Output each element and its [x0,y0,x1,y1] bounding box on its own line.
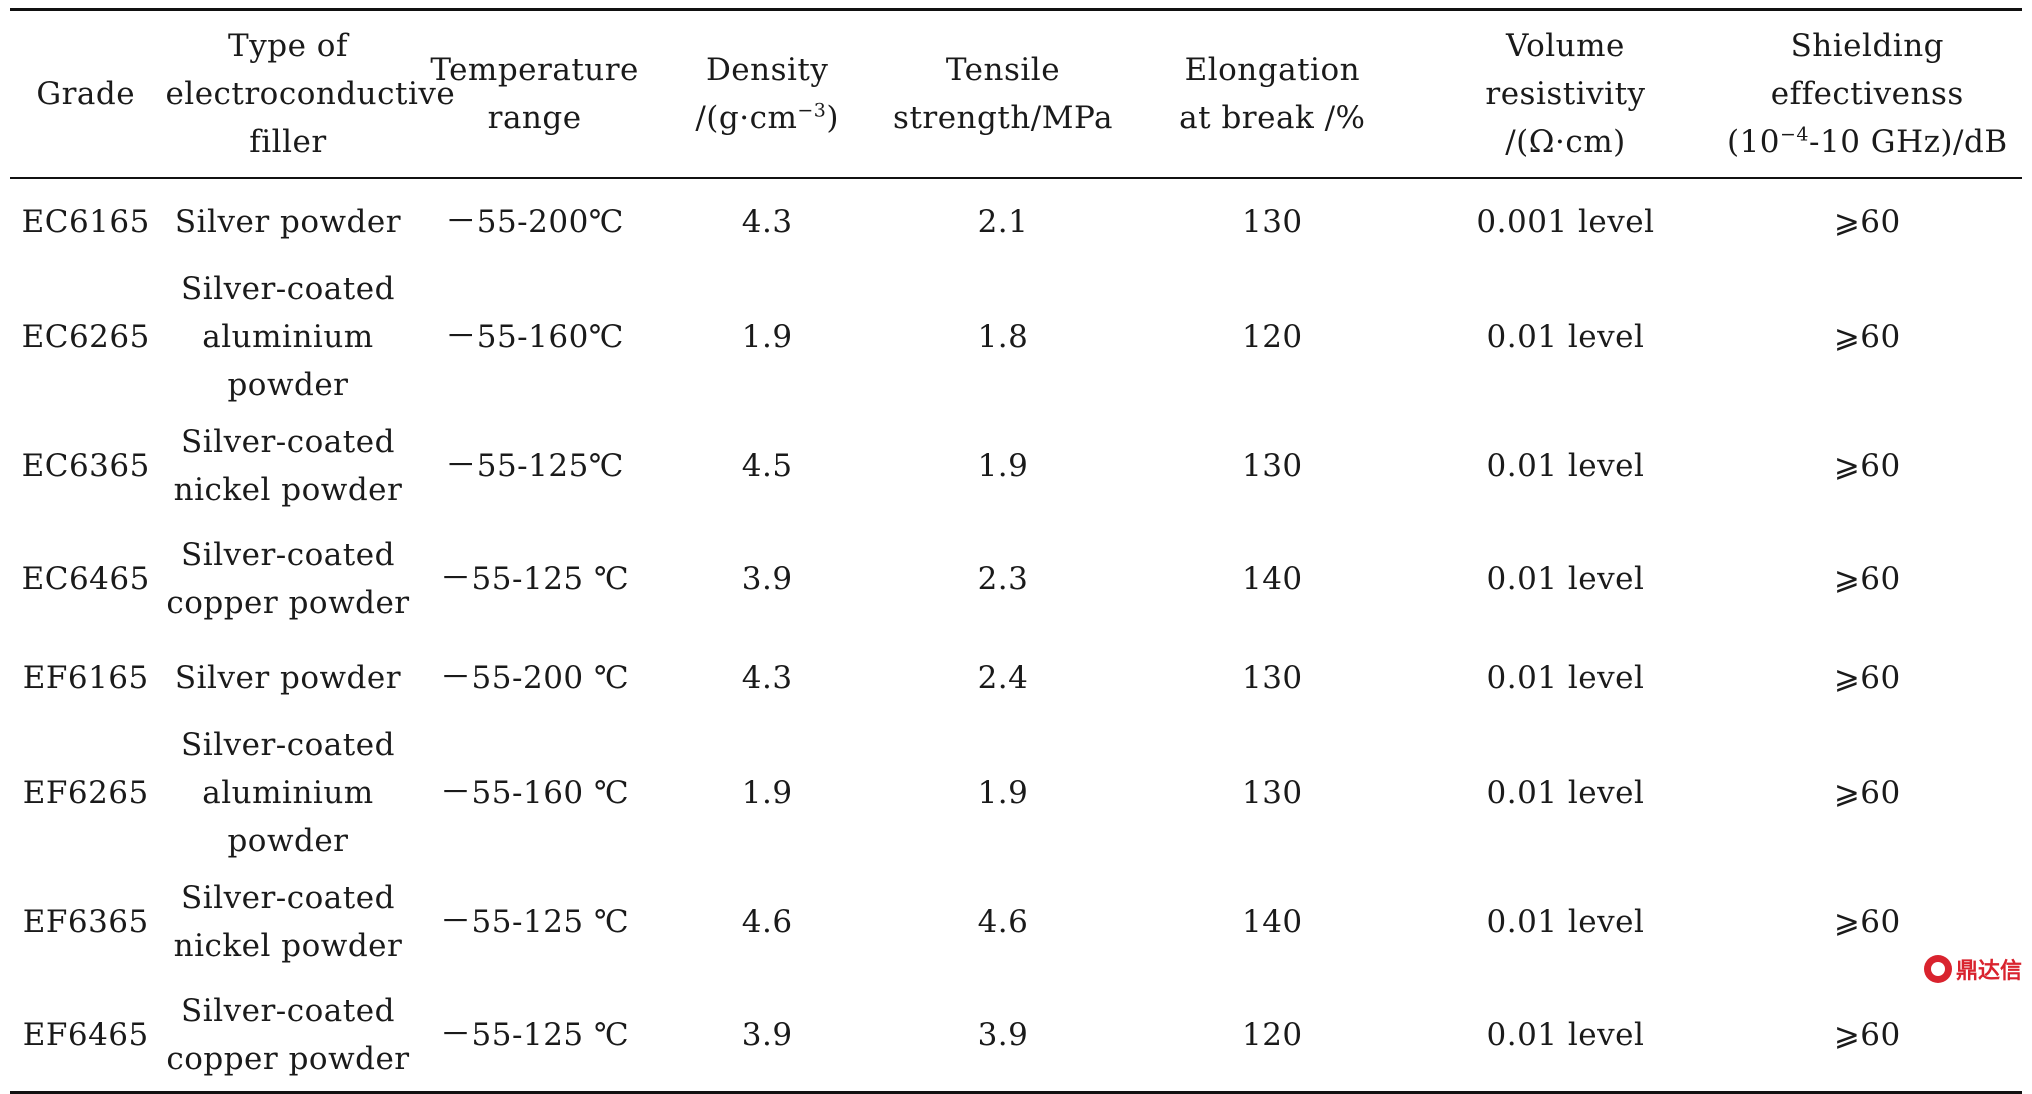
cell-volume-resistivity: 0.01 level [1486,560,1645,597]
cell-elongation: 130 [1241,660,1303,696]
header-filler-type: Type of electroconductive filler [165,28,456,160]
cell-shielding-effectiveness: ⩾60 [1833,775,1901,811]
cell-volume-resistivity: 0.01 level [1486,319,1645,355]
header-grade: Grade [36,76,136,112]
cell-tensile-strength: 3.9 [977,1016,1029,1053]
cell-temperature-range: －55-125 ℃ [440,903,630,940]
cell-grade: EC6465 [21,560,150,597]
cell-elongation: 120 [1241,319,1303,355]
cell-tensile-strength: 4.6 [977,903,1029,940]
cell-tensile-strength: 2.4 [977,660,1029,696]
cell-temperature-range: －55-200℃ [445,204,624,240]
header-temperature-range: Temperature range [430,52,639,136]
table-row: EF6265 Silver-coated aluminium powder －55-1… [10,721,2022,865]
header-shielding-effectiveness: Shielding effectivenss (10−4-10 GHz)/dB [1726,28,2008,160]
table-header-row: Grade Type of electroconductive filler T… [10,9,2022,178]
header-volume-resistivity: Volume resistivity /(Ω·cm) [1485,28,1646,160]
cell-shielding-effectiveness: ⩾60 [1833,903,1901,940]
cell-shielding-effectiveness: ⩾60 [1833,447,1901,484]
cell-elongation: 130 [1241,775,1303,811]
cell-grade: EC6165 [21,204,150,240]
cell-filler-type: Silver powder [174,660,402,696]
cell-volume-resistivity: 0.01 level [1486,660,1645,696]
cell-tensile-strength: 1.9 [977,447,1029,484]
table-row: EF6365 Silver-coated nickel powder －55-125 … [10,865,2022,978]
table-row: EC6265 Silver-coated aluminium powder －55-1… [10,265,2022,409]
cell-tensile-strength: 2.1 [977,204,1029,240]
properties-table: Grade Type of electroconductive filler T… [10,8,2022,1094]
cell-volume-resistivity: 0.01 level [1486,903,1645,940]
cell-temperature-range: －55-200 ℃ [440,660,630,696]
cell-filler-type: Silver-coated copper powder [166,992,410,1077]
cell-temperature-range: －55-125℃ [445,447,624,484]
cell-filler-type: Silver-coated nickel powder [173,879,403,964]
header-density: Density /(g·cm−3) [695,52,839,136]
watermark-logo: 鼎达信 [1923,954,2022,984]
cell-shielding-effectiveness: ⩾60 [1833,660,1901,696]
cell-tensile-strength: 1.8 [977,319,1029,355]
cell-shielding-effectiveness: ⩾60 [1833,204,1901,240]
cell-volume-resistivity: 0.001 level [1476,204,1655,240]
table-row: EF6465 Silver-coated copper powder －55-125 … [10,978,2022,1093]
table-row: EF6165 Silver powder －55-200 ℃ 4.3 2.4 130 0.0… [10,635,2022,721]
cell-filler-type: Silver-coated aluminium powder [181,727,395,859]
table-body: EC6165 Silver powder －55-200℃ 4.3 2.1 130 0.00… [10,178,2022,1093]
cell-density: 4.3 [741,660,793,696]
cell-density: 1.9 [741,775,793,811]
cell-shielding-effectiveness: ⩾60 [1833,319,1901,355]
cell-density: 4.5 [741,447,793,484]
cell-elongation: 120 [1241,1016,1303,1053]
cell-grade: EF6265 [22,775,149,811]
cell-shielding-effectiveness: ⩾60 [1833,1016,1901,1053]
cell-filler-type: Silver powder [174,204,402,240]
cell-elongation: 140 [1241,560,1303,597]
cell-grade: EF6365 [22,903,149,940]
header-tensile-strength: Tensile strength/MPa [893,52,1113,136]
cell-filler-type: Silver-coated aluminium powder [181,271,395,403]
cell-elongation: 130 [1241,204,1303,240]
table-row: EC6465 Silver-coated copper powder －55-125 … [10,522,2022,635]
cell-volume-resistivity: 0.01 level [1486,447,1645,484]
cell-density: 4.6 [741,903,793,940]
cell-grade: EF6165 [22,660,149,696]
cell-temperature-range: －55-125 ℃ [440,560,630,597]
table-row: EC6365 Silver-coated nickel powder －55-125℃… [10,409,2022,522]
cell-tensile-strength: 2.3 [977,560,1029,597]
cell-elongation: 140 [1241,903,1303,940]
cell-volume-resistivity: 0.01 level [1486,775,1645,811]
cell-density: 1.9 [741,319,793,355]
cell-grade: EC6365 [21,447,150,484]
cell-filler-type: Silver-coated nickel powder [173,423,403,508]
cell-temperature-range: －55-125 ℃ [440,1016,630,1053]
logo-mark-icon [1923,955,1952,983]
properties-table-container: Grade Type of electroconductive filler T… [10,8,2022,1094]
header-elongation: Elongation at break /% [1179,52,1366,136]
cell-temperature-range: －55-160℃ [445,319,624,355]
watermark-text: 鼎达信 [1955,959,2022,984]
cell-density: 4.3 [741,204,793,240]
cell-grade: EC6265 [21,319,150,355]
cell-tensile-strength: 1.9 [977,775,1029,811]
cell-temperature-range: －55-160 ℃ [440,775,630,811]
cell-density: 3.9 [741,560,793,597]
cell-elongation: 130 [1241,447,1303,484]
cell-filler-type: Silver-coated copper powder [166,536,410,621]
cell-volume-resistivity: 0.01 level [1486,1016,1645,1053]
cell-density: 3.9 [741,1016,793,1053]
cell-shielding-effectiveness: ⩾60 [1833,560,1901,597]
table-row: EC6165 Silver powder －55-200℃ 4.3 2.1 130 0.00… [10,178,2022,265]
cell-grade: EF6465 [22,1016,149,1053]
